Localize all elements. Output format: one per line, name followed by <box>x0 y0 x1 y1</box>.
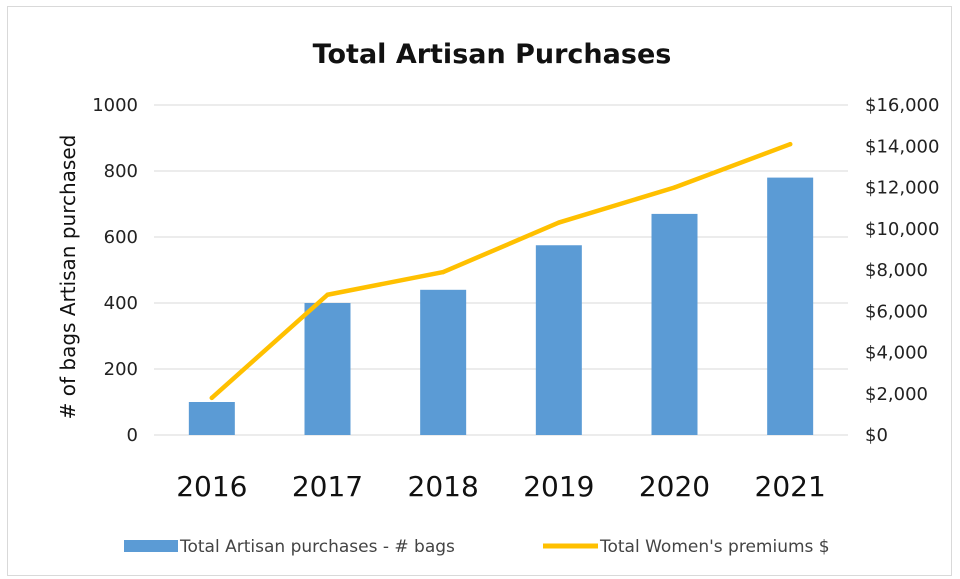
legend-bar-swatch <box>124 540 178 552</box>
x-tick-label: 2020 <box>639 470 710 503</box>
chart-svg: Total Artisan Purchases # of bags Artisa… <box>56 39 939 557</box>
y2-tick-label: $8,000 <box>865 260 928 281</box>
y2-tick-label: $2,000 <box>865 384 928 405</box>
y-tick-label: 200 <box>104 359 138 380</box>
y2-tick-label: $10,000 <box>865 219 939 240</box>
y-tick-label: 400 <box>104 293 138 314</box>
y2-tick-label: $12,000 <box>865 178 939 199</box>
x-tick-label: 2021 <box>755 470 826 503</box>
line-point <box>325 292 330 297</box>
x-tick-label: 2019 <box>523 470 594 503</box>
line-point <box>209 395 215 401</box>
x-tick-label: 2018 <box>408 470 479 503</box>
bar-series <box>188 177 814 435</box>
line-series <box>209 141 793 401</box>
x-tick-label: 2016 <box>176 470 247 503</box>
chart-title: Total Artisan Purchases <box>313 39 672 70</box>
bar <box>304 303 351 435</box>
y2-tick-label: $16,000 <box>865 95 939 116</box>
y2-tick-label: $4,000 <box>865 343 928 364</box>
legend: Total Artisan purchases - # bags Total W… <box>124 537 830 557</box>
gridlines <box>154 104 848 436</box>
bar <box>535 245 582 435</box>
bar <box>188 402 235 435</box>
bar <box>651 213 698 435</box>
line-point <box>672 185 677 190</box>
series-line <box>209 141 793 401</box>
x-tick-label: 2017 <box>292 470 363 503</box>
y-tick-label: 800 <box>104 161 138 182</box>
y-axis-label: # of bags Artisan purchased <box>56 135 80 420</box>
legend-line-label: Total Women's premiums $ <box>599 537 830 557</box>
y2-tick-label: $14,000 <box>865 136 939 157</box>
y-tick-label: 600 <box>104 227 138 248</box>
y-axis-ticks: 0 200 400 600 800 1000 <box>92 95 138 446</box>
y-tick-label: 1000 <box>92 95 138 116</box>
legend-bar-label: Total Artisan purchases - # bags <box>179 537 455 557</box>
y2-tick-label: $0 <box>865 425 888 446</box>
bar <box>767 177 814 435</box>
line-point <box>556 220 562 225</box>
chart-frame: Total Artisan Purchases # of bags Artisa… <box>7 6 952 576</box>
y-tick-label: 0 <box>127 425 138 446</box>
x-axis-ticks: 2016 2017 2018 2019 2020 2021 <box>176 470 826 503</box>
line-point <box>787 141 793 147</box>
y2-tick-label: $6,000 <box>865 301 928 322</box>
line-point <box>440 269 446 275</box>
bar <box>420 289 467 435</box>
y2-axis-ticks: $0 $2,000 $4,000 $6,000 $8,000 $10,000 $12,000… <box>865 95 939 446</box>
